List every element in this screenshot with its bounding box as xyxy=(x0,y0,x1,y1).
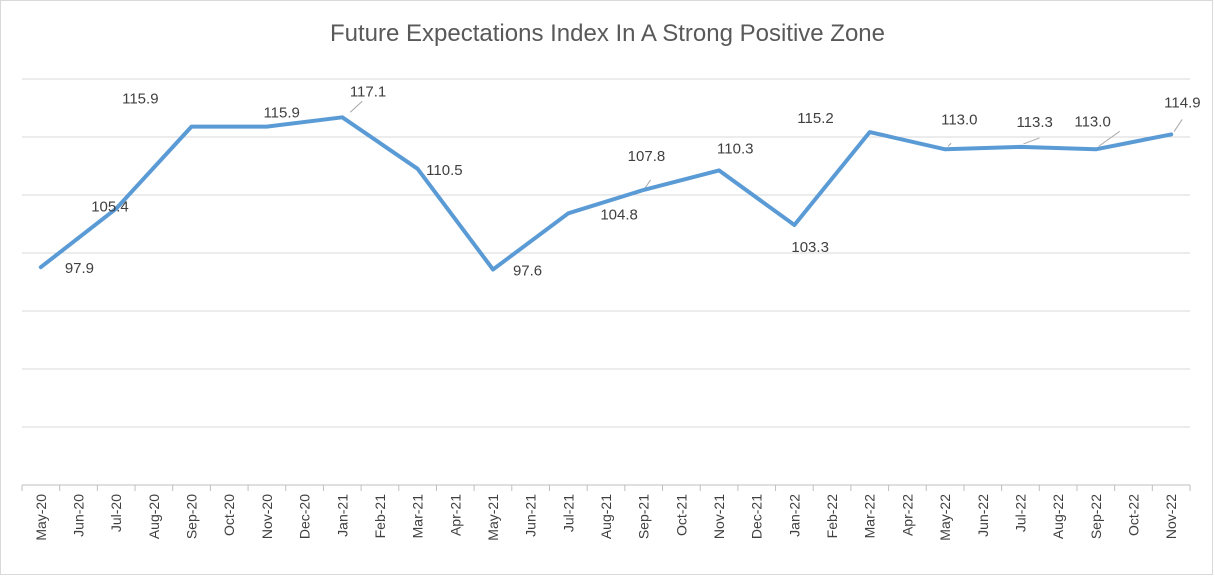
x-tick-label: Dec-21 xyxy=(749,494,765,539)
x-tick-label: Jul-21 xyxy=(560,494,576,532)
x-tick-label: Mar-22 xyxy=(862,494,878,539)
x-tick-label: Jun-21 xyxy=(523,494,539,537)
x-tick-label: Sep-21 xyxy=(636,494,652,539)
data-label: 97.9 xyxy=(65,260,94,277)
data-label: 115.9 xyxy=(263,105,299,122)
x-tick-label: Jun-20 xyxy=(71,494,87,537)
data-label: 97.6 xyxy=(513,263,542,280)
x-tick-label: Nov-21 xyxy=(711,494,727,539)
x-tick-label: Feb-22 xyxy=(824,494,840,539)
x-tick-label: Nov-20 xyxy=(259,494,275,539)
data-label: 104.8 xyxy=(600,206,638,223)
data-label-leader xyxy=(349,100,363,113)
data-label: 103.3 xyxy=(791,239,829,256)
x-tick-label: Feb-21 xyxy=(372,494,388,539)
x-tick-label: Apr-22 xyxy=(899,494,915,536)
x-tick-label: Oct-22 xyxy=(1125,494,1141,536)
data-label-leader xyxy=(1098,130,1121,147)
data-label: 117.1 xyxy=(350,83,386,100)
x-tick-label: Apr-21 xyxy=(447,494,463,536)
data-label: 115.2 xyxy=(797,110,833,127)
data-label: 115.9 xyxy=(122,91,158,108)
series-line xyxy=(38,115,1174,272)
x-tick-label: Aug-21 xyxy=(598,494,614,539)
data-label: 110.3 xyxy=(717,140,753,157)
x-tick-label: Aug-20 xyxy=(146,494,162,539)
data-label-leader xyxy=(1023,137,1040,145)
x-tick-label: Sep-22 xyxy=(1088,494,1104,539)
data-label-leader xyxy=(947,142,952,147)
data-label: 110.5 xyxy=(426,162,462,179)
x-tick-label: May-20 xyxy=(33,494,49,541)
data-label: 114.9 xyxy=(1164,94,1200,111)
x-tick-label: Nov-22 xyxy=(1163,494,1179,539)
x-tick-label: Jun-22 xyxy=(975,494,991,537)
x-tick-label: Oct-20 xyxy=(221,494,237,536)
x-tick-label: May-22 xyxy=(937,494,953,541)
x-tick-label: Mar-21 xyxy=(410,494,426,539)
x-tick-label: May-21 xyxy=(485,494,501,541)
data-label: 113.3 xyxy=(1016,114,1052,131)
data-label-leader xyxy=(1173,119,1183,132)
x-tick-label: Jan-22 xyxy=(786,494,802,537)
data-label: 105.4 xyxy=(91,199,129,216)
chart-title: Future Expectations Index In A Strong Po… xyxy=(330,20,885,47)
x-tick-label: Sep-20 xyxy=(184,494,200,539)
data-label: 113.0 xyxy=(1074,113,1110,130)
x-tick-label: Aug-22 xyxy=(1050,494,1066,539)
x-tick-label: Jul-22 xyxy=(1012,494,1028,532)
x-tick-label: Oct-21 xyxy=(673,494,689,536)
data-label: 107.8 xyxy=(628,148,666,165)
x-tick-label: Jan-21 xyxy=(334,494,350,537)
x-tick-label: Dec-20 xyxy=(297,494,313,539)
data-label: 113.0 xyxy=(941,111,977,128)
x-tick-label: Jul-20 xyxy=(108,494,124,532)
